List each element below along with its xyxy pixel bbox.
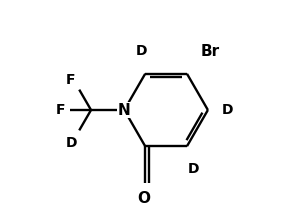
Text: D: D [66,136,77,150]
Text: O: O [138,191,151,206]
Text: D: D [188,162,199,176]
Text: N: N [118,103,130,117]
Text: F: F [66,73,75,87]
Text: D: D [136,44,147,58]
Text: Br: Br [201,44,220,59]
Text: F: F [56,103,66,117]
Text: D: D [222,103,233,117]
